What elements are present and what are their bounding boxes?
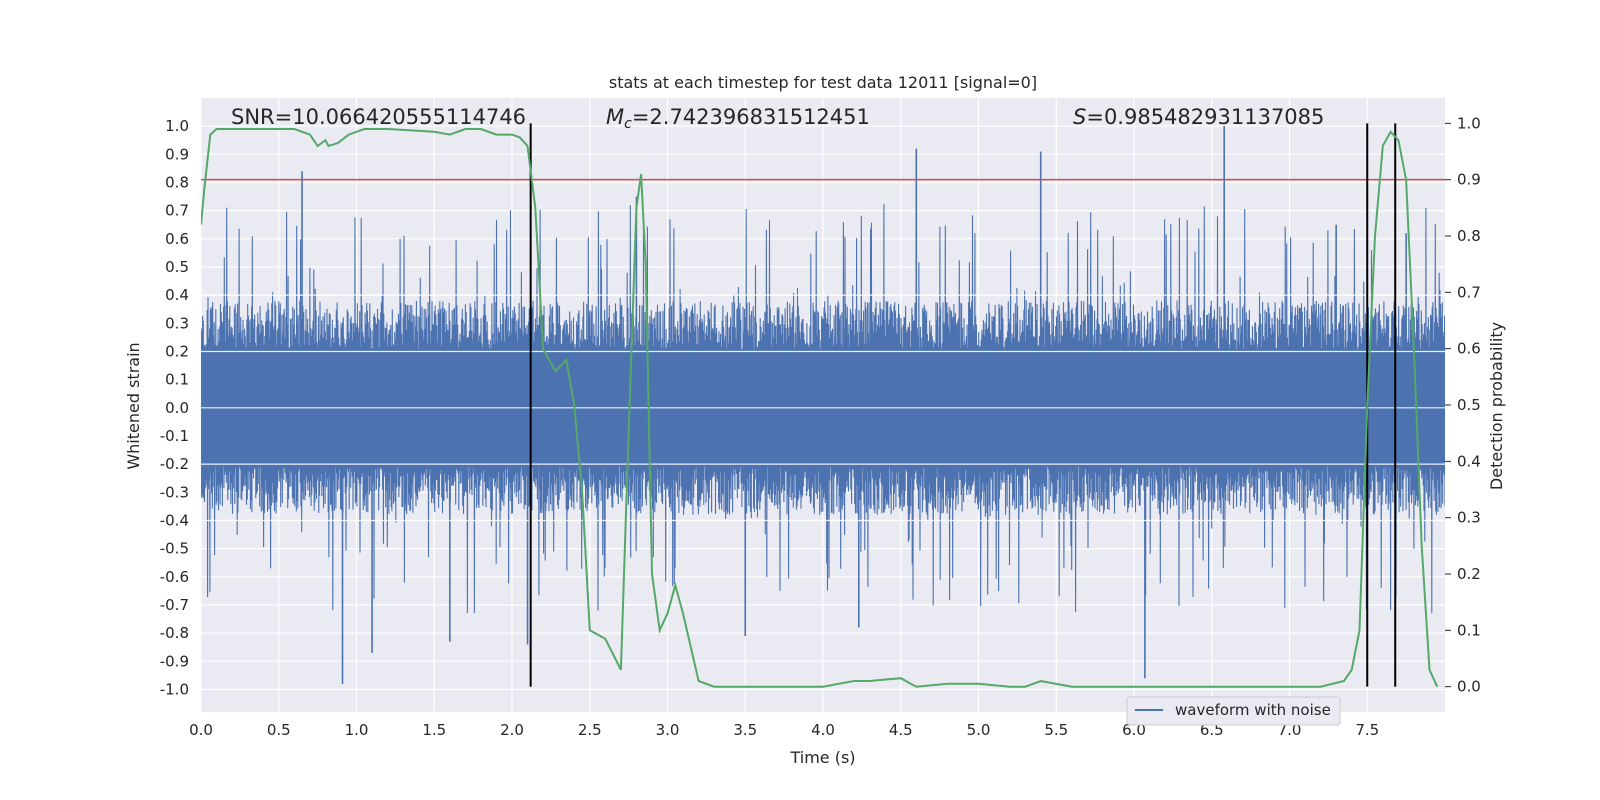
chirp-mass-subscript: c	[624, 116, 632, 132]
right-y-tick-label: 0.6	[1457, 340, 1481, 358]
x-tick-label: 0.0	[189, 721, 213, 739]
left-y-tick-label: 0.2	[165, 342, 189, 360]
y-axis-label-right: Detection probability	[1487, 322, 1506, 490]
score-symbol: S	[1073, 105, 1086, 129]
left-y-tick-label: -0.5	[160, 540, 189, 558]
x-tick-label: 3.5	[733, 721, 757, 739]
x-tick-label: 1.5	[422, 721, 446, 739]
score-value: =0.985482931137085	[1086, 105, 1324, 129]
left-y-tick-label: -0.9	[160, 652, 189, 670]
right-y-tick-label: 0.3	[1457, 509, 1481, 527]
left-y-tick-label: 0.0	[165, 399, 189, 417]
right-y-tick-label: 0.4	[1457, 452, 1481, 470]
left-y-tick-label: -0.3	[160, 483, 189, 501]
right-y-tick-label: 0.2	[1457, 565, 1481, 583]
chirp-mass-annotation: Mc=2.742396831512451	[606, 105, 870, 132]
left-y-tick-label: -0.4	[160, 511, 189, 529]
left-y-tick-label: -0.8	[160, 624, 189, 642]
left-y-tick-label: 0.4	[165, 286, 189, 304]
x-tick-label: 7.5	[1355, 721, 1379, 739]
chirp-mass-value: =2.742396831512451	[632, 105, 870, 129]
left-y-tick-label: 1.0	[165, 117, 189, 135]
x-tick-label: 5.5	[1044, 721, 1068, 739]
right-y-tick-label: 0.7	[1457, 283, 1481, 301]
right-y-tick-label: 0.8	[1457, 227, 1481, 245]
x-tick-label: 4.0	[811, 721, 835, 739]
x-tick-label: 5.0	[967, 721, 991, 739]
left-y-tick-label: 0.5	[165, 258, 189, 276]
right-y-axis-ticks: 1.0 0.9 0.8 0.7 0.6 0.5 0.4 0.3 0.2 0.1 0.0	[1445, 114, 1481, 696]
right-y-tick-label: 0.9	[1457, 171, 1481, 189]
left-y-tick-label: -0.1	[160, 427, 189, 445]
chirp-mass-symbol: M	[606, 105, 624, 129]
left-y-tick-label: -1.0	[160, 680, 189, 698]
left-y-tick-label: 0.8	[165, 173, 189, 191]
left-y-axis-ticks: 1.0 0.9 0.8 0.7 0.6 0.5 0.4 0.3 0.2 0.1 0.0 -0.1 -0.…	[160, 117, 189, 698]
chart-title: stats at each timestep for test data 120…	[609, 73, 1037, 92]
legend: waveform with noise	[1126, 696, 1341, 726]
right-y-tick-label: 1.0	[1457, 114, 1481, 132]
left-y-tick-label: -0.6	[160, 568, 189, 586]
left-y-tick-label: -0.7	[160, 596, 189, 614]
x-tick-label: 1.0	[345, 721, 369, 739]
y-axis-label-left: Whitened strain	[124, 342, 143, 469]
left-y-tick-label: 0.3	[165, 314, 189, 332]
left-y-tick-label: -0.2	[160, 455, 189, 473]
detection-probability-line	[201, 128, 1439, 688]
detection-probability-series	[201, 128, 1439, 688]
waveform-series	[201, 126, 1445, 684]
x-tick-label: 3.0	[656, 721, 680, 739]
right-y-tick-label: 0.1	[1457, 621, 1481, 639]
right-y-tick-label: 0.0	[1457, 678, 1481, 696]
legend-label: waveform with noise	[1175, 701, 1331, 719]
x-tick-label: 4.5	[889, 721, 913, 739]
snr-annotation: SNR=10.066420555114746	[231, 105, 526, 129]
left-y-tick-label: 0.9	[165, 145, 189, 163]
left-y-tick-label: 0.6	[165, 230, 189, 248]
score-annotation: S=0.985482931137085	[1073, 105, 1324, 129]
left-y-tick-label: 0.1	[165, 371, 189, 389]
x-tick-label: 0.5	[267, 721, 291, 739]
legend-box	[1126, 696, 1341, 726]
right-y-tick-label: 0.5	[1457, 396, 1481, 414]
x-tick-label: 2.5	[578, 721, 602, 739]
x-tick-label: 2.0	[500, 721, 524, 739]
x-axis-label: Time (s)	[789, 748, 855, 767]
left-y-tick-label: 0.7	[165, 202, 189, 220]
